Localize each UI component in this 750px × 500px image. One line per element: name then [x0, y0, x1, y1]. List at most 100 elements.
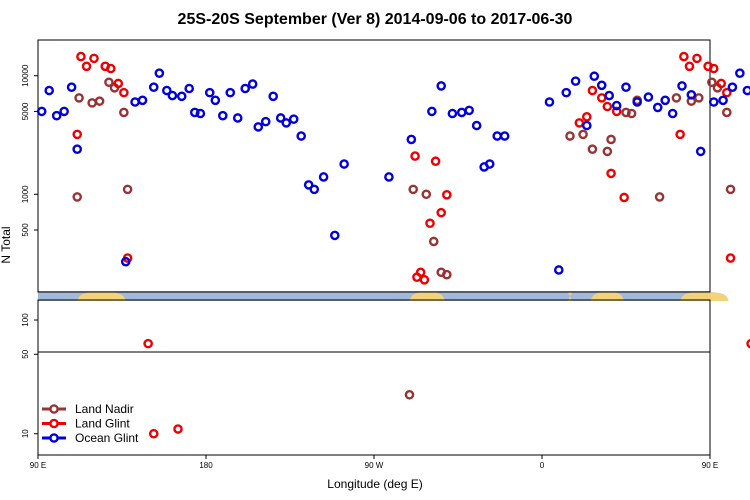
land-glint-point-36 [148, 428, 159, 439]
land-glint-point-37 [746, 338, 750, 349]
ocean-glint-point-30 [296, 131, 307, 141]
land-glint-point-22 [606, 168, 616, 179]
ocean-glint-point-52 [582, 120, 592, 131]
land-nadir-point-29 [404, 389, 415, 400]
y-tick-label-500: 500 [21, 223, 30, 237]
ocean-glint-point-62 [667, 108, 678, 119]
land-glint-point-18 [582, 112, 592, 122]
ocean-glint-point-0 [36, 106, 47, 117]
ocean-glint-point-18 [210, 95, 221, 106]
ocean-glint-point-49 [554, 265, 564, 275]
ocean-glint-point-10 [154, 68, 165, 78]
land-glint-point-3 [89, 53, 99, 64]
legend-marker-land-glint [49, 418, 59, 429]
land-nadir-point-19 [626, 108, 637, 119]
ocean-glint-point-29 [288, 114, 299, 124]
land-australia-repeat [680, 292, 729, 301]
ocean-glint-point-48 [544, 97, 555, 107]
ocean-glint-point-70 [742, 85, 750, 96]
y-axis-label: N Total [0, 226, 13, 263]
land-glint-point-0 [72, 129, 82, 140]
land-africa-west [568, 292, 572, 301]
land-nadir-point-13 [565, 131, 575, 141]
land-glint-point-31 [716, 78, 727, 89]
ocean-glint-point-7 [130, 97, 140, 107]
land-glint-point-5 [106, 63, 116, 74]
ocean-glint-point-13 [176, 91, 187, 102]
ocean-glint-point-59 [643, 92, 654, 102]
ocean-glint-point-50 [561, 87, 572, 98]
x-tick-label-2: 90 W [365, 461, 384, 470]
ocean-glint-point-16 [195, 108, 206, 119]
legend-label-land-nadir: Land Nadir [75, 402, 134, 416]
ocean-glint-point-39 [436, 81, 447, 91]
ocean-glint-point-20 [225, 87, 236, 98]
ocean-glint-point-8 [137, 95, 148, 106]
ocean-glint-point-68 [727, 82, 738, 92]
legend-marker-ocean-glint [49, 433, 59, 443]
land-nadir-point-3 [94, 96, 105, 106]
y-tick-label-10000: 10000 [21, 64, 30, 87]
x-axis-label: Longitude (deg E) [327, 477, 422, 491]
land-nadir-point-2 [87, 98, 97, 108]
ocean-glint-point-6 [120, 256, 131, 267]
land-glint-point-15 [436, 207, 447, 218]
legend-marker-land-nadir [49, 404, 59, 414]
land-nadir-point-0 [72, 192, 82, 202]
land-glint-point-11 [415, 267, 426, 278]
ocean-glint-point-26 [268, 91, 279, 102]
x-axis: 90 E 180 90 W 0 90 E [30, 455, 718, 470]
ocean-glint-point-33 [318, 172, 329, 182]
ocean-glint-point-19 [217, 110, 228, 121]
land-nadir-point-4 [104, 77, 114, 88]
land-glint-point-2 [81, 61, 92, 72]
ocean-glint-point-12 [167, 90, 178, 101]
ocean-glint-point-17 [204, 87, 215, 98]
lower-panel-frame [37, 299, 711, 456]
ocean-glint-point-66 [708, 97, 719, 107]
land-nadir-point-9 [421, 189, 432, 200]
ocean-glint-point-47 [499, 131, 510, 141]
ocean-glint-point-11 [161, 85, 172, 96]
land-nadir-point-17 [606, 134, 616, 145]
land-glint-point-21 [602, 101, 613, 112]
ocean-glint-point-65 [695, 146, 706, 157]
land-glint-point-25 [675, 129, 685, 140]
ocean-glint-point-21 [232, 113, 243, 123]
ocean-glint-point-2 [51, 110, 62, 121]
ocean-glint-point-5 [72, 144, 82, 155]
land-glint-point-7 [119, 87, 129, 98]
land-glint-point-34 [143, 338, 153, 349]
y-tick-label-50: 50 [21, 349, 30, 358]
land-glint-point-23 [611, 106, 622, 117]
land-nadir-point-28 [725, 184, 736, 195]
land-glint-point-32 [722, 87, 732, 98]
ocean-glint-point-36 [384, 172, 394, 182]
land-nadir-point-22 [671, 93, 682, 103]
land-glint-point-13 [425, 218, 435, 229]
ocean-glint-point-41 [456, 107, 467, 118]
land-sea-strip [38, 291, 729, 301]
y-tick-label-100: 100 [21, 313, 30, 327]
ocean-glint-point-67 [718, 95, 728, 106]
ocean-glint-point-43 [471, 120, 482, 131]
ocean-glint-point-46 [492, 131, 503, 141]
ocean-glint-point-1 [44, 85, 55, 96]
x-tick-label-4: 90 E [702, 461, 718, 470]
ocean-glint-point-55 [604, 90, 615, 101]
ocean-glint-point-60 [652, 102, 663, 113]
land-glint-point-20 [596, 93, 607, 103]
ocean-glint-point-25 [260, 116, 271, 127]
land-australia [77, 292, 126, 301]
land-glint-point-30 [708, 63, 719, 74]
land-africa [590, 292, 625, 301]
land-glint-point-19 [587, 85, 598, 96]
ocean-glint-point-27 [275, 113, 286, 123]
land-glint-point-16 [441, 190, 452, 200]
land-south-america [409, 292, 445, 301]
ocean-glint-point-64 [686, 90, 697, 100]
ocean-glint-point-9 [148, 82, 159, 92]
land-nadir-point-6 [119, 107, 129, 118]
land-glint-point-35 [173, 424, 183, 434]
ocean-glint-point-4 [66, 82, 77, 92]
